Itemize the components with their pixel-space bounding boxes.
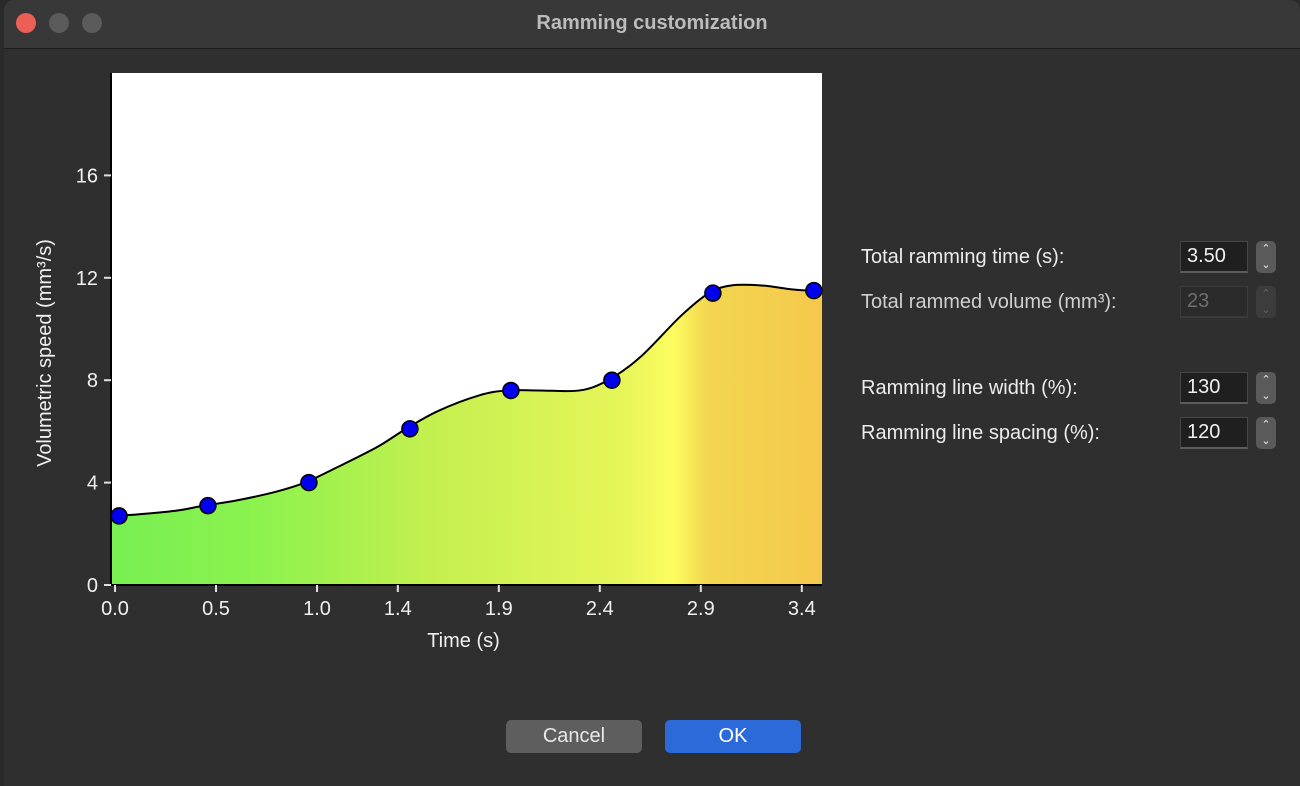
control-point[interactable] (300, 473, 318, 492)
cancel-button[interactable]: Cancel (506, 720, 642, 753)
control-point[interactable] (502, 381, 520, 400)
zoom-window-button[interactable] (82, 13, 102, 33)
area-fill (111, 284, 822, 585)
x-tick-label: 1.4 (384, 598, 412, 620)
total-ramming-time-row: Total ramming time (s): ⌃ ⌄ (861, 241, 1281, 275)
control-point[interactable] (805, 281, 823, 300)
ramming-line-width-input[interactable] (1180, 372, 1248, 404)
total-ramming-time-label: Total ramming time (s): (861, 246, 1065, 268)
x-tick-label: 2.9 (687, 598, 715, 620)
total-rammed-volume-input (1180, 286, 1248, 318)
x-tick-label: 0.0 (101, 598, 129, 620)
ramming-line-spacing-stepper[interactable]: ⌃ ⌄ (1256, 417, 1276, 449)
x-tick-label: 1.9 (485, 598, 513, 620)
ramming-line-spacing-input[interactable] (1180, 417, 1248, 449)
total-rammed-volume-stepper: ⌃ ⌄ (1256, 286, 1276, 318)
chevron-down-icon[interactable]: ⌄ (1261, 259, 1271, 271)
title-bar: Ramming customization (4, 0, 1300, 49)
y-axis-title: Volumetric speed (mm³/s) (34, 239, 56, 467)
control-point[interactable] (704, 284, 722, 302)
x-tick-label: 0.5 (202, 598, 230, 620)
total-rammed-volume-label: Total rammed volume (mm³): (861, 291, 1117, 313)
ramming-line-spacing-row: Ramming line spacing (%): ⌃ ⌄ (861, 417, 1281, 451)
total-ramming-time-input[interactable] (1180, 241, 1248, 273)
x-tick-label: 1.0 (303, 598, 331, 620)
ramming-dialog: Ramming customization 0.0 0.5 1.0 1.4 1.9 2.4… (4, 0, 1300, 786)
ramming-line-width-stepper[interactable]: ⌃ ⌄ (1256, 372, 1276, 404)
chevron-up-icon: ⌃ (1261, 288, 1271, 300)
chevron-down-icon: ⌄ (1261, 304, 1271, 316)
x-tick-label: 2.4 (586, 598, 614, 620)
chevron-up-icon[interactable]: ⌃ (1261, 243, 1271, 255)
y-tick-label: 16 (76, 165, 98, 187)
close-window-button[interactable] (16, 13, 36, 33)
chevron-down-icon[interactable]: ⌄ (1261, 390, 1271, 402)
x-tick-label: 3.4 (788, 598, 816, 620)
control-points (110, 281, 823, 525)
total-ramming-time-stepper[interactable]: ⌃ ⌄ (1256, 241, 1276, 273)
chevron-up-icon[interactable]: ⌃ (1261, 419, 1271, 431)
chevron-up-icon[interactable]: ⌃ (1261, 374, 1271, 386)
y-ticks: 0 4 8 12 16 (76, 165, 111, 597)
total-rammed-volume-row: Total rammed volume (mm³): ⌃ ⌄ (861, 286, 1281, 320)
chevron-down-icon[interactable]: ⌄ (1261, 435, 1271, 447)
ok-button[interactable]: OK (665, 720, 801, 753)
ramming-chart[interactable]: 0.0 0.5 1.0 1.4 1.9 2.4 2.9 3.4 0 4 8 12 16 Time (s… (4, 48, 844, 668)
ramming-line-spacing-label: Ramming line spacing (%): (861, 422, 1100, 444)
y-tick-label: 4 (87, 473, 98, 495)
control-point[interactable] (110, 507, 128, 525)
y-tick-label: 12 (76, 268, 98, 290)
control-point[interactable] (401, 420, 419, 438)
speed-curve-line (110, 283, 823, 517)
y-tick-label: 0 (87, 575, 98, 597)
window-title: Ramming customization (536, 12, 768, 34)
x-ticks: 0.0 0.5 1.0 1.4 1.9 2.4 2.9 3.4 (101, 585, 816, 620)
minimize-window-button[interactable] (49, 13, 69, 33)
control-point[interactable] (603, 371, 621, 389)
x-axis-title: Time (s) (427, 630, 500, 652)
y-tick-label: 8 (87, 370, 98, 392)
ramming-line-width-row: Ramming line width (%): ⌃ ⌄ (861, 372, 1281, 406)
ramming-line-width-label: Ramming line width (%): (861, 377, 1078, 399)
control-point[interactable] (199, 496, 217, 515)
